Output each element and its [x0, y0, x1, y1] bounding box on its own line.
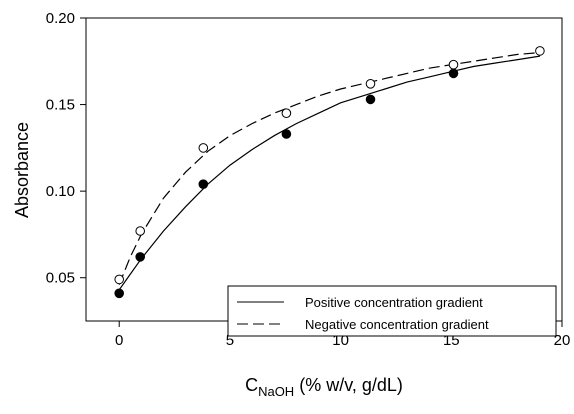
x-tick-label: 0	[115, 332, 123, 349]
y-tick-label: 0.05	[46, 270, 75, 287]
point-positive	[198, 179, 209, 189]
x-axis-title-subscript: NaOH	[258, 384, 294, 399]
point-negative	[135, 226, 145, 236]
fit-line-negative	[118, 52, 540, 285]
y-tick-label: 0.20	[46, 10, 75, 27]
x-tick-label: 20	[554, 332, 571, 349]
x-tick-label: 5	[226, 332, 234, 349]
x-axis-title: CNaOH (% w/v, g/dL)	[245, 375, 403, 399]
point-positive	[114, 288, 124, 299]
legend-label-positive: Positive concentration gradient	[305, 295, 483, 310]
x-axis-title-main: C	[245, 375, 258, 395]
point-negative	[281, 108, 292, 118]
fit-line-positive	[118, 55, 540, 291]
data-points	[114, 46, 545, 299]
point-negative	[365, 79, 376, 89]
legend-label-negative: Negative concentration gradient	[305, 317, 489, 332]
point-positive	[281, 129, 292, 139]
x-axis-title-suffix: (% w/v, g/dL)	[294, 375, 403, 395]
y-axis-title: Absorbance	[12, 122, 32, 218]
y-tick-label: 0.10	[46, 183, 75, 200]
point-negative	[114, 274, 124, 285]
point-positive	[448, 68, 459, 79]
y-tick-label: 0.15	[46, 97, 75, 114]
legend-box	[227, 285, 557, 337]
point-negative	[198, 143, 209, 153]
point-negative	[535, 46, 545, 56]
fit-curves	[118, 52, 540, 291]
point-negative	[448, 59, 459, 70]
point-positive	[365, 94, 376, 105]
point-positive	[135, 252, 145, 262]
y-axis-ticks: 0.05 0.10 0.15 0.20	[46, 10, 86, 287]
legend: Positive concentration gradient Negative…	[227, 285, 557, 337]
